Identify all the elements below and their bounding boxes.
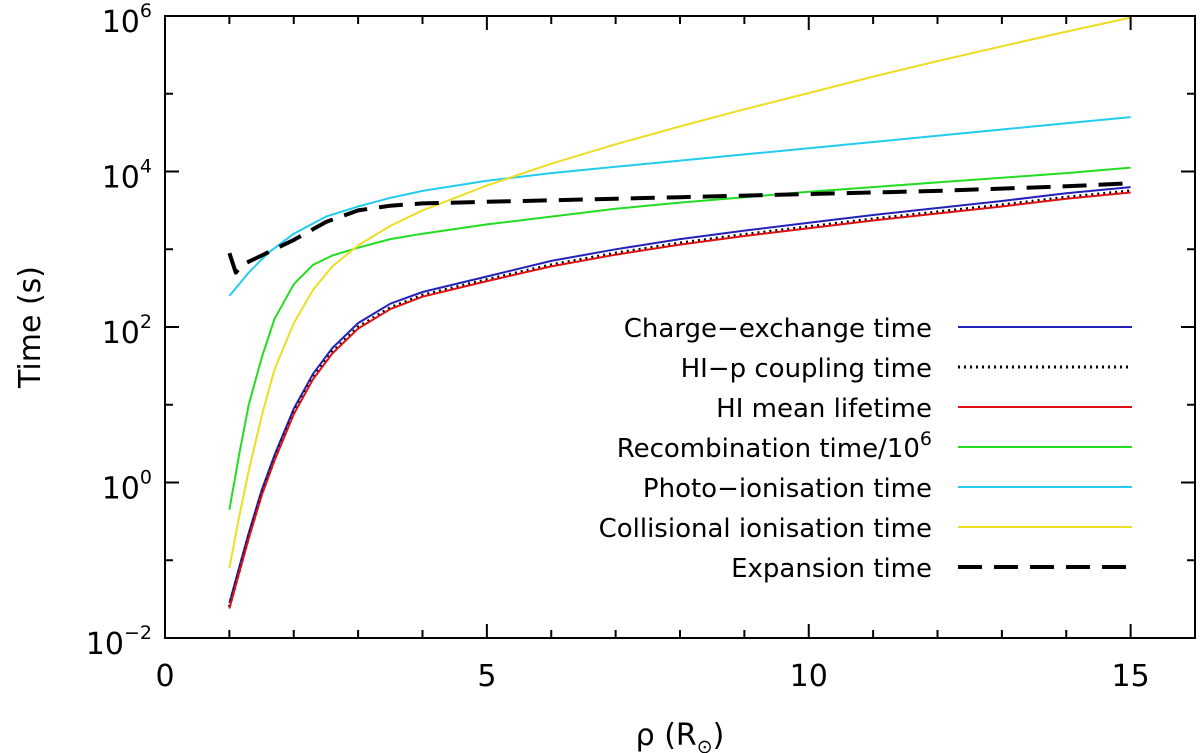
x-axis-label: ρ (R⊙)	[636, 718, 725, 753]
series-line-3	[228, 166, 1131, 510]
legend-label-3: Recombination time/106	[617, 428, 932, 464]
legend: Charge−exchange time HI−p coupling time HI…	[599, 314, 1132, 584]
x-tick-label: 5	[477, 659, 496, 694]
series-line-2	[228, 191, 1131, 609]
x-tick-label: 10	[790, 659, 828, 694]
series-line-1	[227, 189, 1131, 608]
y-tick-label: 10−2	[86, 622, 152, 662]
legend-label-2: HI mean lifetime	[716, 394, 932, 424]
series-line-5	[228, 16, 1131, 569]
legend-label-6: Expansion time	[731, 554, 932, 584]
tick-labels-layer: 0 5 10 15 10−2 100 102 104 106	[86, 0, 1150, 694]
series-line-4	[228, 116, 1131, 297]
x-axis-label-close: )	[713, 718, 725, 753]
y-tick-label: 102	[102, 311, 152, 351]
y-tick-label: 106	[102, 0, 152, 40]
series-line-6	[227, 181, 1131, 275]
legend-label-0: Charge−exchange time	[624, 314, 932, 344]
x-tick-label: 0	[155, 659, 174, 694]
legend-label-5: Collisional ionisation time	[599, 514, 932, 544]
x-axis-label-sub: ⊙	[697, 736, 713, 753]
legend-label-4: Photo−ionisation time	[643, 474, 932, 504]
series-layer	[227, 16, 1131, 609]
y-axis-label: Time (s)	[13, 266, 48, 389]
x-tick-label: 15	[1112, 659, 1150, 694]
legend-label-1: HI−p coupling time	[681, 354, 932, 384]
y-tick-label: 100	[102, 467, 152, 507]
y-tick-label: 104	[102, 156, 152, 196]
x-axis-label-main: ρ (R	[636, 718, 697, 753]
ticks-layer	[164, 15, 1196, 639]
